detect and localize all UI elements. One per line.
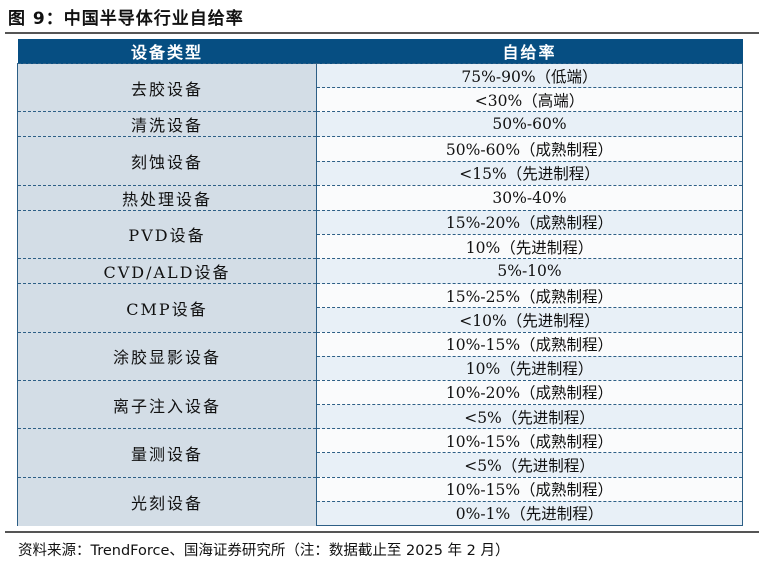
self-sufficiency-cell: 50%-60%: [316, 111, 743, 137]
self-sufficiency-cell: <5%（先进制程）: [316, 404, 743, 429]
table-row: <5%（先进制程）: [18, 452, 743, 478]
table-row: 去胶设备 75%-90%（低端）: [17, 62, 743, 112]
equipment-type-cell: 热处理设备: [17, 184, 317, 211]
table-row: <10%（先进制程）: [18, 307, 743, 332]
equipment-type-cell: 光刻设备: [17, 476, 317, 526]
figure-title: 图 9：中国半导体行业自给率: [8, 9, 244, 29]
table-row: 清洗设备 50%-60%: [17, 111, 743, 137]
table-row: 离子注入设备 10%-20%（成熟制程）: [17, 379, 743, 429]
self-sufficiency-cell: 10%-15%（成熟制程）: [316, 476, 743, 502]
self-sufficiency-cell: 50%-60%（成熟制程）: [316, 136, 743, 162]
self-sufficiency-table: 设备类型 自给率 去胶设备 75%-90%（低端） <30%（高端） 清洗设备 50%-…: [17, 39, 743, 527]
equipment-type-cell: 量测设备: [17, 428, 317, 478]
self-sufficiency-cell: 10%（先进制程）: [316, 355, 743, 381]
table-row: 0%-1%（先进制程）: [18, 500, 743, 527]
self-sufficiency-cell: 10%-15%（成熟制程）: [316, 331, 743, 357]
table-row: 涂胶显影设备 10%-15%（成熟制程）: [17, 331, 743, 381]
self-sufficiency-cell: <10%（先进制程）: [316, 307, 743, 332]
table-row: 热处理设备 30%-40%: [17, 184, 743, 211]
equipment-type-cell: PVD设备: [17, 209, 317, 259]
equipment-type-cell: 去胶设备: [17, 62, 317, 112]
table-row: 量测设备 10%-15%（成熟制程）: [17, 428, 743, 478]
table-row: <5%（先进制程）: [18, 404, 743, 429]
equipment-type-cell: 离子注入设备: [17, 379, 317, 429]
top-divider: [5, 32, 759, 34]
header-equipment-type: 设备类型: [17, 39, 317, 64]
table-row: CMP设备 15%-25%（成熟制程）: [17, 283, 743, 332]
table-row: 10%（先进制程）: [18, 355, 743, 381]
equipment-type-cell: 涂胶显影设备: [17, 331, 317, 381]
bottom-divider: [5, 531, 759, 533]
self-sufficiency-cell: 10%-15%（成熟制程）: [316, 428, 743, 453]
self-sufficiency-cell: <15%（先进制程）: [316, 160, 743, 186]
self-sufficiency-cell: 15%-25%（成熟制程）: [316, 283, 743, 308]
table-row: <30%（高端）: [18, 87, 743, 112]
equipment-type-cell: 清洗设备: [17, 111, 317, 137]
equipment-type-cell: CVD/ALD设备: [17, 258, 317, 284]
self-sufficiency-cell: 0%-1%（先进制程）: [316, 500, 743, 527]
self-sufficiency-cell: 15%-20%（成熟制程）: [316, 209, 743, 235]
source-note: 资料来源：TrendForce、国海证券研究所（注：数据截止至 2025 年 2…: [18, 543, 510, 559]
self-sufficiency-cell: 10%（先进制程）: [316, 233, 743, 259]
table-row: CVD/ALD设备 5%-10%: [17, 258, 743, 284]
table-header-row: 设备类型 自给率: [17, 39, 743, 64]
table-row: 光刻设备 10%-15%（成熟制程）: [17, 476, 743, 526]
self-sufficiency-cell: 5%-10%: [316, 258, 743, 284]
equipment-type-cell: 刻蚀设备: [17, 136, 317, 186]
table-row: <15%（先进制程）: [18, 160, 743, 186]
header-self-sufficiency: 自给率: [316, 39, 743, 64]
self-sufficiency-cell: 10%-20%（成熟制程）: [316, 379, 743, 405]
table-row: 刻蚀设备 50%-60%（成熟制程）: [17, 136, 743, 186]
equipment-type-cell: CMP设备: [17, 283, 317, 332]
table-row: 10%（先进制程）: [18, 233, 743, 259]
self-sufficiency-cell: 75%-90%（低端）: [316, 62, 743, 88]
table-row: PVD设备 15%-20%（成熟制程）: [17, 209, 743, 259]
self-sufficiency-cell: 30%-40%: [316, 184, 743, 211]
self-sufficiency-cell: <30%（高端）: [316, 87, 743, 112]
self-sufficiency-cell: <5%（先进制程）: [316, 452, 743, 478]
